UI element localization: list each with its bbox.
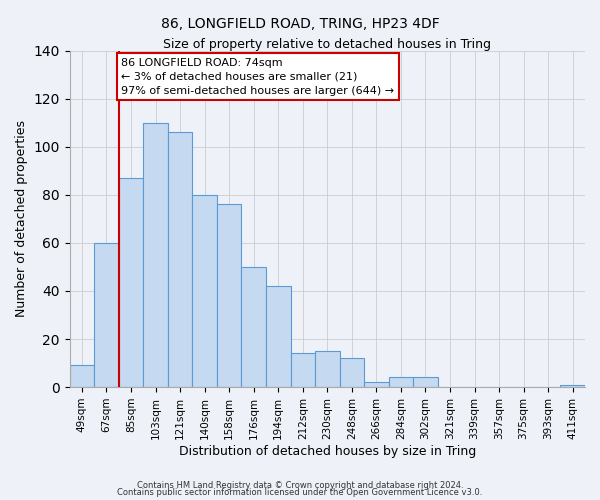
Bar	[217, 204, 241, 387]
Bar	[168, 132, 193, 387]
Bar	[364, 382, 389, 387]
Text: Contains HM Land Registry data © Crown copyright and database right 2024.: Contains HM Land Registry data © Crown c…	[137, 480, 463, 490]
Bar	[315, 351, 340, 387]
Bar	[70, 366, 94, 387]
Text: 86, LONGFIELD ROAD, TRING, HP23 4DF: 86, LONGFIELD ROAD, TRING, HP23 4DF	[161, 18, 439, 32]
Y-axis label: Number of detached properties: Number of detached properties	[15, 120, 28, 318]
Bar	[389, 378, 413, 387]
Bar	[143, 122, 168, 387]
Bar	[413, 378, 438, 387]
Bar	[340, 358, 364, 387]
Bar	[560, 384, 585, 387]
Bar	[119, 178, 143, 387]
X-axis label: Distribution of detached houses by size in Tring: Distribution of detached houses by size …	[179, 444, 476, 458]
Text: Contains public sector information licensed under the Open Government Licence v3: Contains public sector information licen…	[118, 488, 482, 497]
Bar	[94, 243, 119, 387]
Bar	[290, 354, 315, 387]
Bar	[193, 195, 217, 387]
Text: 86 LONGFIELD ROAD: 74sqm
← 3% of detached houses are smaller (21)
97% of semi-de: 86 LONGFIELD ROAD: 74sqm ← 3% of detache…	[121, 58, 394, 96]
Bar	[241, 267, 266, 387]
Title: Size of property relative to detached houses in Tring: Size of property relative to detached ho…	[163, 38, 491, 51]
Bar	[266, 286, 290, 387]
